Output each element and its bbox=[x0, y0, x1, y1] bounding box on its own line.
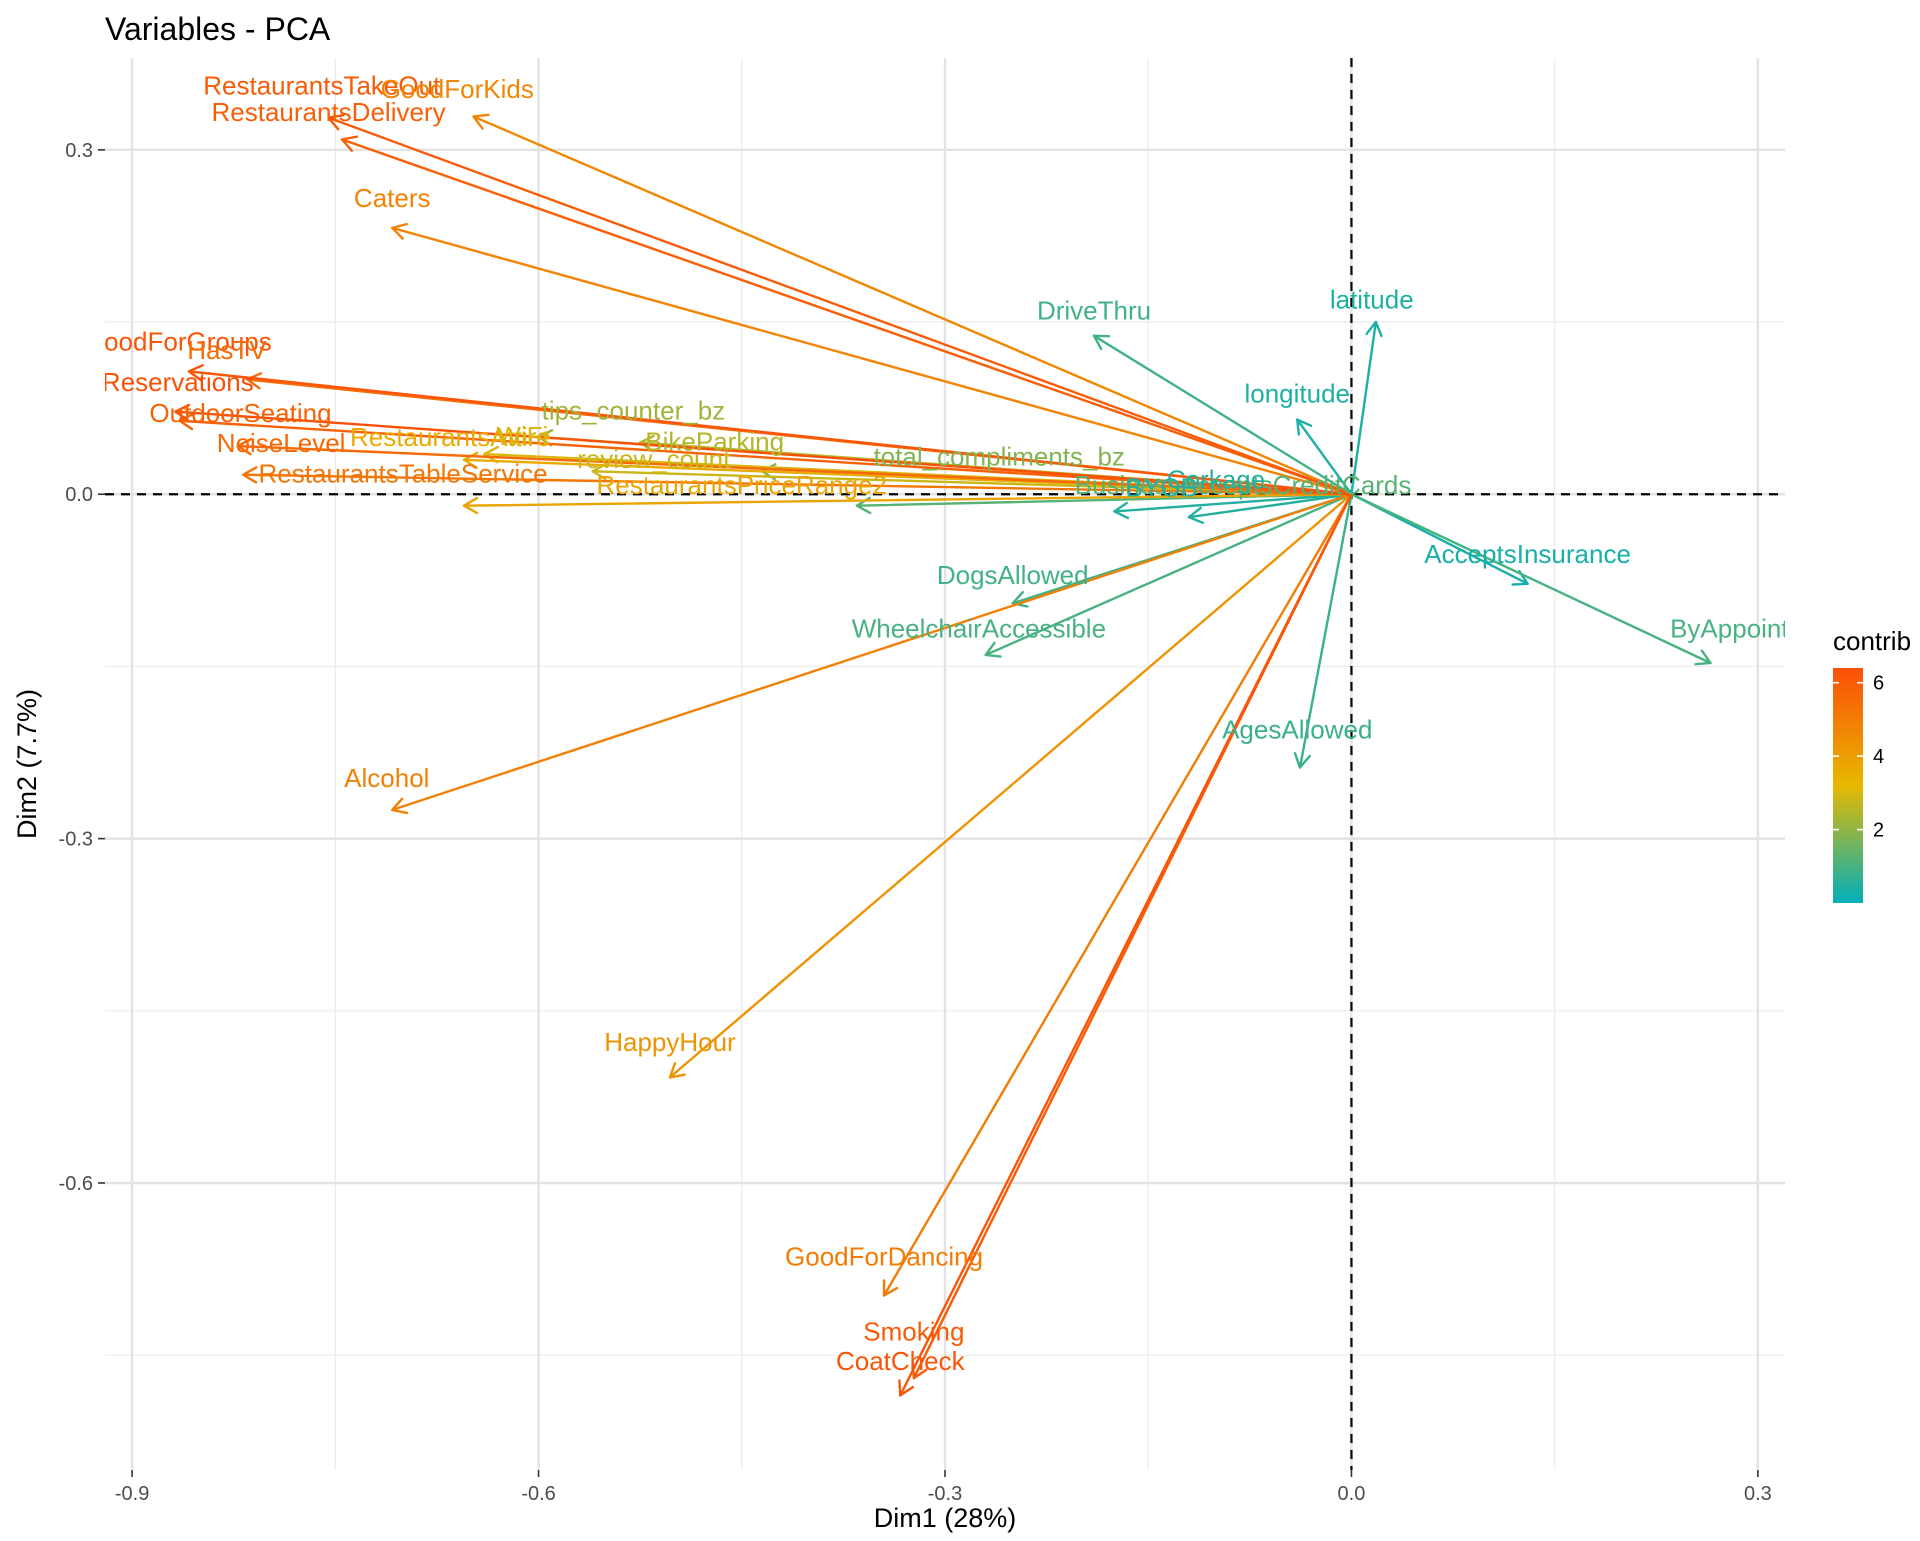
x-tick-label: 0.0 bbox=[1338, 1483, 1366, 1505]
label-NoiseLevel: NoiseLevel bbox=[217, 428, 346, 458]
label-RestaurantsTableService: RestaurantsTableService bbox=[259, 459, 548, 489]
label-BYOB: BYOB bbox=[1126, 473, 1198, 503]
arrow-Corkage bbox=[1187, 493, 1353, 524]
x-tick-label: -0.6 bbox=[521, 1483, 555, 1505]
arrow-RestaurantsTableService bbox=[241, 466, 1353, 496]
axis-layer: -0.9 -0.6 -0.3 0.0 0.3 -0.6 -0.3 0.0 0.3 bbox=[59, 140, 1772, 1505]
label-review_count: review_count bbox=[577, 444, 731, 474]
arrow-WheelchairAccessible bbox=[984, 493, 1353, 658]
arrow-GoodForDancing bbox=[882, 493, 1353, 1297]
y-tick-label: -0.6 bbox=[59, 1173, 93, 1195]
label-RestaurantsTakeOut: RestaurantsTakeOut bbox=[203, 71, 441, 101]
label-WheelchairAccessible: WheelchairAccessible bbox=[852, 614, 1106, 644]
label-RestaurantsReservations: RestaurantsReservations bbox=[0, 367, 254, 397]
legend: contrib 2 4 6 bbox=[1833, 626, 1911, 903]
label-BusinessAcceptsCreditCards: BusinessAcceptsCreditCards bbox=[1075, 470, 1412, 500]
label-OutdoorSeating: OutdoorSeating bbox=[149, 398, 331, 428]
arrow-CoatCheck bbox=[898, 493, 1353, 1397]
label-WiFi: WiFi bbox=[496, 421, 548, 451]
y-tick-label: -0.3 bbox=[59, 829, 93, 851]
label-AcceptsInsurance: AcceptsInsurance bbox=[1424, 539, 1631, 569]
arrow-OutdoorSeating bbox=[178, 412, 1353, 496]
legend-ticks: 2 4 6 bbox=[1833, 673, 1884, 842]
arrow-RestaurantsDelivery bbox=[340, 135, 1353, 496]
y-axis-label: Dim2 (7.7%) bbox=[12, 689, 42, 839]
y-tick-label: 0.3 bbox=[65, 140, 93, 162]
chart-title: Variables - PCA bbox=[105, 11, 331, 47]
arrow-ByAppointmentOnly bbox=[1350, 493, 1712, 666]
label-RestaurantsPriceRange2: RestaurantsPriceRange2 bbox=[597, 470, 888, 500]
arrow-RestaurantsReservations bbox=[174, 403, 1353, 496]
arrow-RestaurantsGoodForGroups bbox=[187, 364, 1353, 496]
label-HappyHour: HappyHour bbox=[604, 1027, 736, 1057]
label-DogsAllowed: DogsAllowed bbox=[937, 560, 1089, 590]
label-RestaurantsAttire: RestaurantsAttire bbox=[350, 422, 551, 452]
label-HasTV: HasTV bbox=[187, 335, 267, 365]
label-latitude: latitude bbox=[1330, 284, 1414, 314]
label-Corkage: Corkage bbox=[1167, 464, 1265, 494]
arrow-RestaurantsPriceRange2 bbox=[462, 493, 1353, 515]
label-Alcohol: Alcohol bbox=[344, 763, 429, 793]
arrow-BYOB bbox=[1113, 493, 1353, 520]
x-tick-label: -0.9 bbox=[115, 1483, 149, 1505]
arrow-DriveThru bbox=[1092, 334, 1353, 496]
legend-tick-label: 6 bbox=[1873, 673, 1884, 695]
label-Caters: Caters bbox=[354, 183, 431, 213]
label-DriveThru: DriveThru bbox=[1037, 296, 1151, 326]
grid-layer bbox=[105, 58, 1785, 1470]
label-BikeParking: BikeParking bbox=[645, 427, 784, 457]
legend-colorbar bbox=[1833, 668, 1863, 903]
x-axis-label: Dim1 (28%) bbox=[874, 1503, 1017, 1533]
x-tick-label: -0.3 bbox=[928, 1483, 962, 1505]
label-AgesAllowed: AgesAllowed bbox=[1222, 715, 1372, 745]
legend-title: contrib bbox=[1833, 626, 1911, 656]
label-tips_counter_bz: tips_counter_bz bbox=[542, 396, 726, 426]
arrow-latitude bbox=[1350, 320, 1383, 496]
legend-tick-label: 2 bbox=[1873, 820, 1884, 842]
label-longitude: longitude bbox=[1244, 378, 1350, 408]
arrow-NoiseLevel bbox=[236, 437, 1353, 496]
label-GoodForKids: GoodForKids bbox=[381, 74, 534, 104]
label-RestaurantsDelivery: RestaurantsDelivery bbox=[212, 97, 446, 127]
label-CoatCheck: CoatCheck bbox=[836, 1346, 966, 1376]
arrow-RestaurantsTakeOut bbox=[327, 113, 1353, 496]
arrow-HappyHour bbox=[668, 493, 1353, 1079]
label-Smoking: Smoking bbox=[863, 1316, 964, 1346]
arrow-Caters bbox=[391, 222, 1353, 496]
arrow-Alcohol bbox=[391, 493, 1353, 815]
legend-tick-label: 4 bbox=[1873, 746, 1884, 768]
y-tick-label: 0.0 bbox=[65, 484, 93, 506]
label-total_compliments_bz: total_compliments_bz bbox=[873, 442, 1124, 472]
label-ByAppointmentOnly: ByAppointmentOnly bbox=[1670, 614, 1900, 644]
arrow-longitude bbox=[1296, 418, 1353, 496]
arrow-AgesAllowed bbox=[1293, 493, 1353, 769]
arrow-GoodForKids bbox=[472, 113, 1353, 496]
arrow-layer bbox=[174, 113, 1712, 1397]
label-layer: RestaurantsTakeOutGoodForKidsRestaurants… bbox=[0, 71, 1900, 1376]
x-tick-label: 0.3 bbox=[1744, 1483, 1772, 1505]
reference-lines bbox=[105, 58, 1785, 1470]
label-RestaurantsGoodForGroups: RestaurantsGoodForGroups bbox=[0, 327, 272, 357]
label-GoodForDancing: GoodForDancing bbox=[785, 1242, 983, 1272]
